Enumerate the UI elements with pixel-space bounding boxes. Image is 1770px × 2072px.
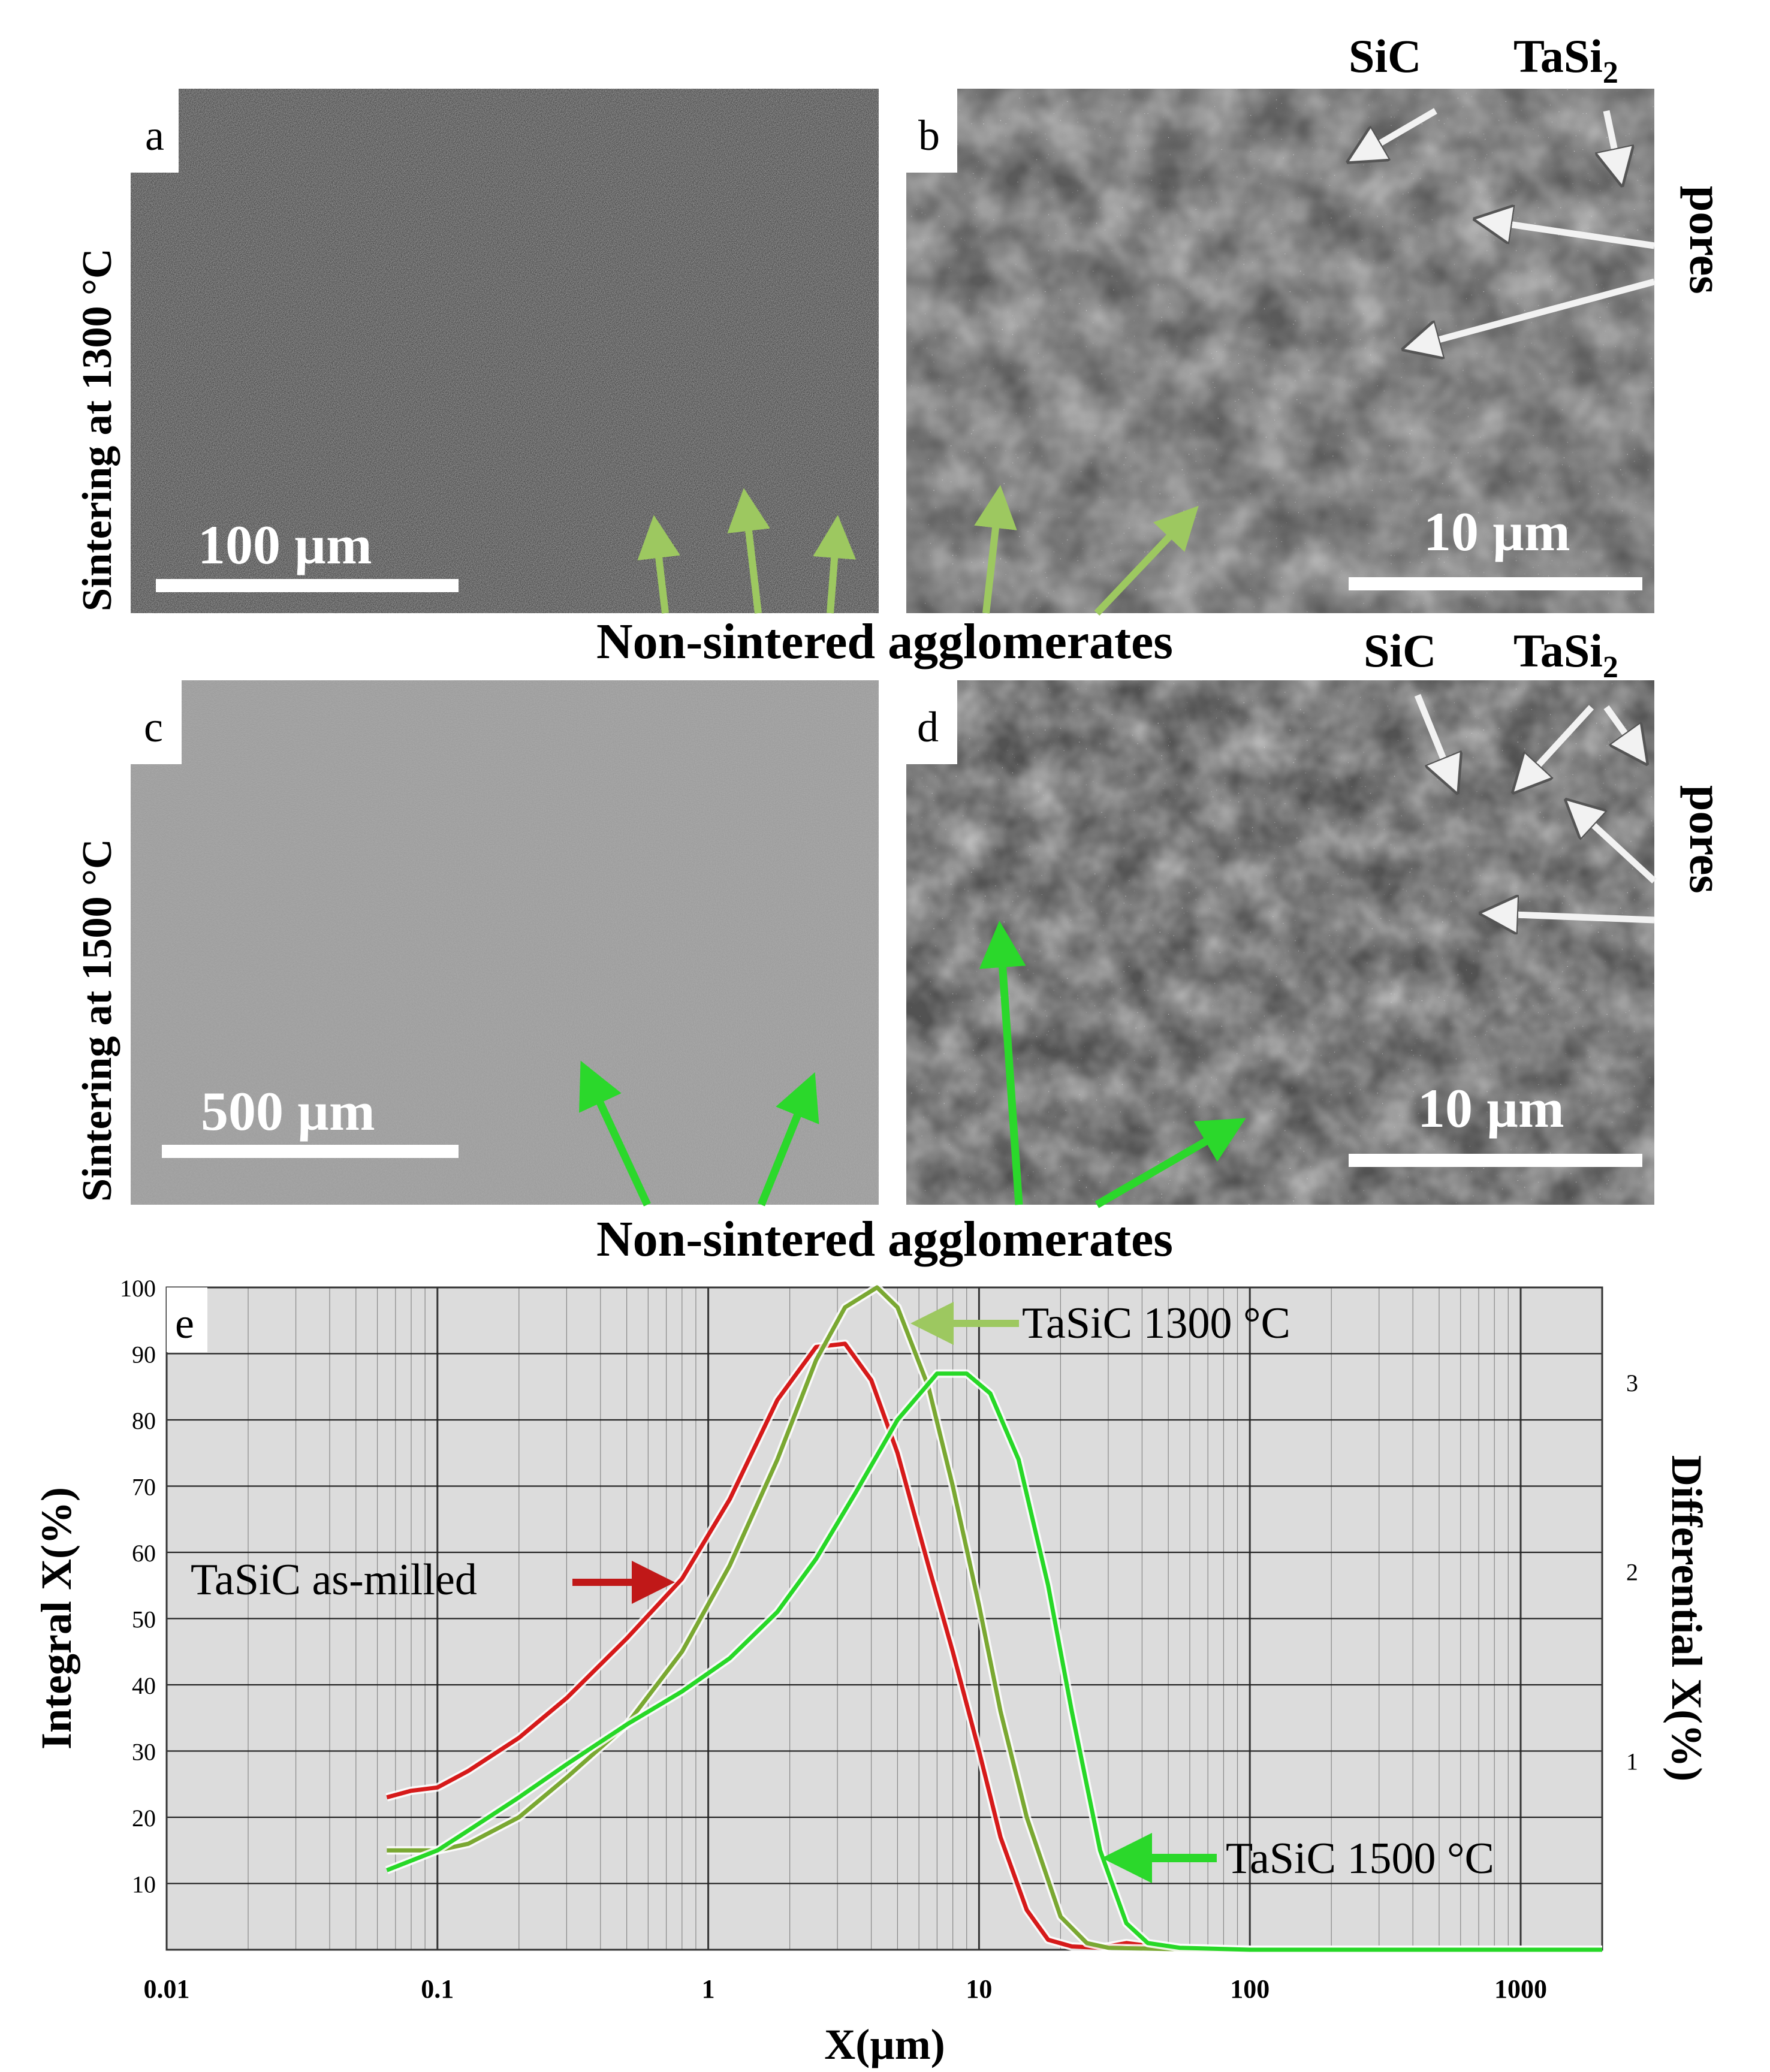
y-left-tick-label: 50 (132, 1606, 156, 1633)
series-1300-line (387, 1285, 1602, 1952)
y-left-tick-label: 100 (120, 1275, 156, 1302)
pore-arrow-d1 (1579, 812, 1657, 884)
row-label-1300: Sintering at 1300 °C (74, 249, 120, 612)
x-tick-label: 0.01 (144, 1974, 190, 2004)
y-axis-left-label: Integral X(%) (32, 1487, 80, 1750)
agglomerate-arrow-c1 (579, 1060, 651, 1207)
panel-c-letter: c (144, 703, 163, 751)
scale-bar-c (162, 1145, 459, 1158)
sic-label-b: SiC (1349, 30, 1421, 82)
panel-b: b 10 µm (906, 89, 1656, 616)
pores-label-d: pores (1680, 785, 1732, 894)
caption-non-sintered-top: Non-sintered agglomerates (596, 614, 1173, 669)
panel-d: d 10 µm (906, 680, 1657, 1208)
agglomerate-arrow-d1 (979, 921, 1026, 1205)
pore-arrow-b2 (1421, 278, 1656, 345)
y-left-tick-label: 90 (132, 1341, 156, 1368)
y-right-tick-label: 1 (1626, 1748, 1638, 1775)
chart-grid (165, 1286, 1603, 1951)
x-tick-label: 1000 (1494, 1974, 1547, 2004)
tasi2-label-b: TaSi2 (1513, 30, 1618, 90)
panel-d-letter-bg (906, 680, 957, 764)
tasi2-text-b: TaSi (1513, 30, 1603, 82)
y-right-tick-label: 3 (1626, 1370, 1638, 1397)
sem-texture-c (131, 680, 879, 1205)
panel-b-letter-bg (906, 89, 957, 173)
x-tick-label: 10 (966, 1974, 992, 2004)
y-left-tick-label: 70 (132, 1474, 156, 1501)
y-right-tick-label: 2 (1626, 1559, 1638, 1586)
tasi2-text-d: TaSi (1513, 625, 1603, 677)
agglomerate-arrow-a2 (727, 488, 770, 614)
agglomerate-arrow-b1 (974, 485, 1017, 614)
y-left-tick-label: 10 (132, 1871, 156, 1898)
panel-e-letter: e (175, 1299, 194, 1347)
tasi2-subscript-b: 2 (1603, 56, 1618, 90)
scale-bar-label-d: 10 µm (1418, 1078, 1564, 1139)
x-tick-label: 1 (702, 1974, 715, 2004)
panel-a-letter: a (145, 111, 164, 159)
sic-arrow-b (1364, 108, 1437, 153)
y-left-tick-label: 20 (132, 1805, 156, 1832)
plot-frame (165, 1286, 1603, 1951)
scale-bar-label-a: 100 µm (198, 514, 372, 575)
tasi2-arrow-b (1606, 110, 1618, 168)
panel-d-letter: d (917, 703, 939, 751)
agglomerate-arrow-a3 (813, 515, 857, 614)
tasi2-subscript-d: 2 (1603, 650, 1618, 684)
series-1500-line (386, 1371, 1602, 1952)
scale-bar-b (1349, 577, 1642, 590)
panel-b-letter: b (918, 111, 940, 159)
agglomerate-arrow-a1 (637, 515, 680, 614)
caption-non-sintered-bottom: Non-sintered agglomerates (596, 1211, 1173, 1267)
panel-c-letter-bg (131, 680, 182, 764)
sic-label-d: SiC (1364, 625, 1436, 677)
row-label-1500: Sintering at 1500 °C (74, 839, 120, 1202)
panel-c: c 500 µm (131, 680, 879, 1207)
tasi2-arrow-d2 (1603, 705, 1636, 749)
y-left-tick-label: 80 (132, 1407, 156, 1434)
scale-bar-label-c: 500 µm (201, 1081, 375, 1142)
chart-ticks: 0.01 0.1 1 10 100 1000 10 20 30 40 50 60 70 80 90 100 1 2… (120, 1275, 1638, 2004)
pore-arrow-d2 (1498, 914, 1655, 920)
sic-arrow-d (1414, 693, 1451, 776)
panel-a-letter-bg (131, 89, 179, 173)
x-tick-label: 100 (1230, 1974, 1270, 2004)
scale-bar-label-b: 10 µm (1424, 501, 1570, 562)
tasi2-label-d: TaSi2 (1513, 625, 1618, 684)
agglomerate-arrow-b2 (1094, 505, 1199, 616)
x-axis-label: X(µm) (824, 2020, 945, 2068)
panel-a: a 100 µm (131, 89, 879, 614)
y-left-tick-label: 30 (132, 1739, 156, 1766)
scale-bar-d (1349, 1154, 1642, 1167)
tasi2-arrow-d1 (1525, 705, 1594, 779)
agglomerate-arrow-d2 (1094, 1118, 1246, 1208)
x-tick-label: 0.1 (421, 1974, 454, 2004)
pore-arrow-b1 (1492, 222, 1655, 249)
annotation-as-milled: TaSiC as-milled (191, 1555, 477, 1604)
particle-size-chart: 0.01 0.1 1 10 100 1000 10 20 30 40 50 60 70 80 90 100 1 2… (32, 1275, 1711, 2068)
sem-particles-b (906, 89, 1654, 613)
y-left-tick-label: 40 (132, 1672, 156, 1699)
panel-e-letter-bg (167, 1287, 207, 1352)
annotation-1500: TaSiC 1500 °C (1226, 1834, 1494, 1883)
y-axis-right-label: Differential X(%) (1663, 1455, 1711, 1782)
y-left-tick-label: 60 (132, 1540, 156, 1567)
annotation-1300: TaSiC 1300 °C (1022, 1299, 1290, 1348)
agglomerate-arrow-c2 (757, 1072, 819, 1207)
chart-series (385, 1283, 1602, 1954)
pores-label-b: pores (1680, 186, 1732, 294)
scale-bar-a (156, 579, 459, 592)
